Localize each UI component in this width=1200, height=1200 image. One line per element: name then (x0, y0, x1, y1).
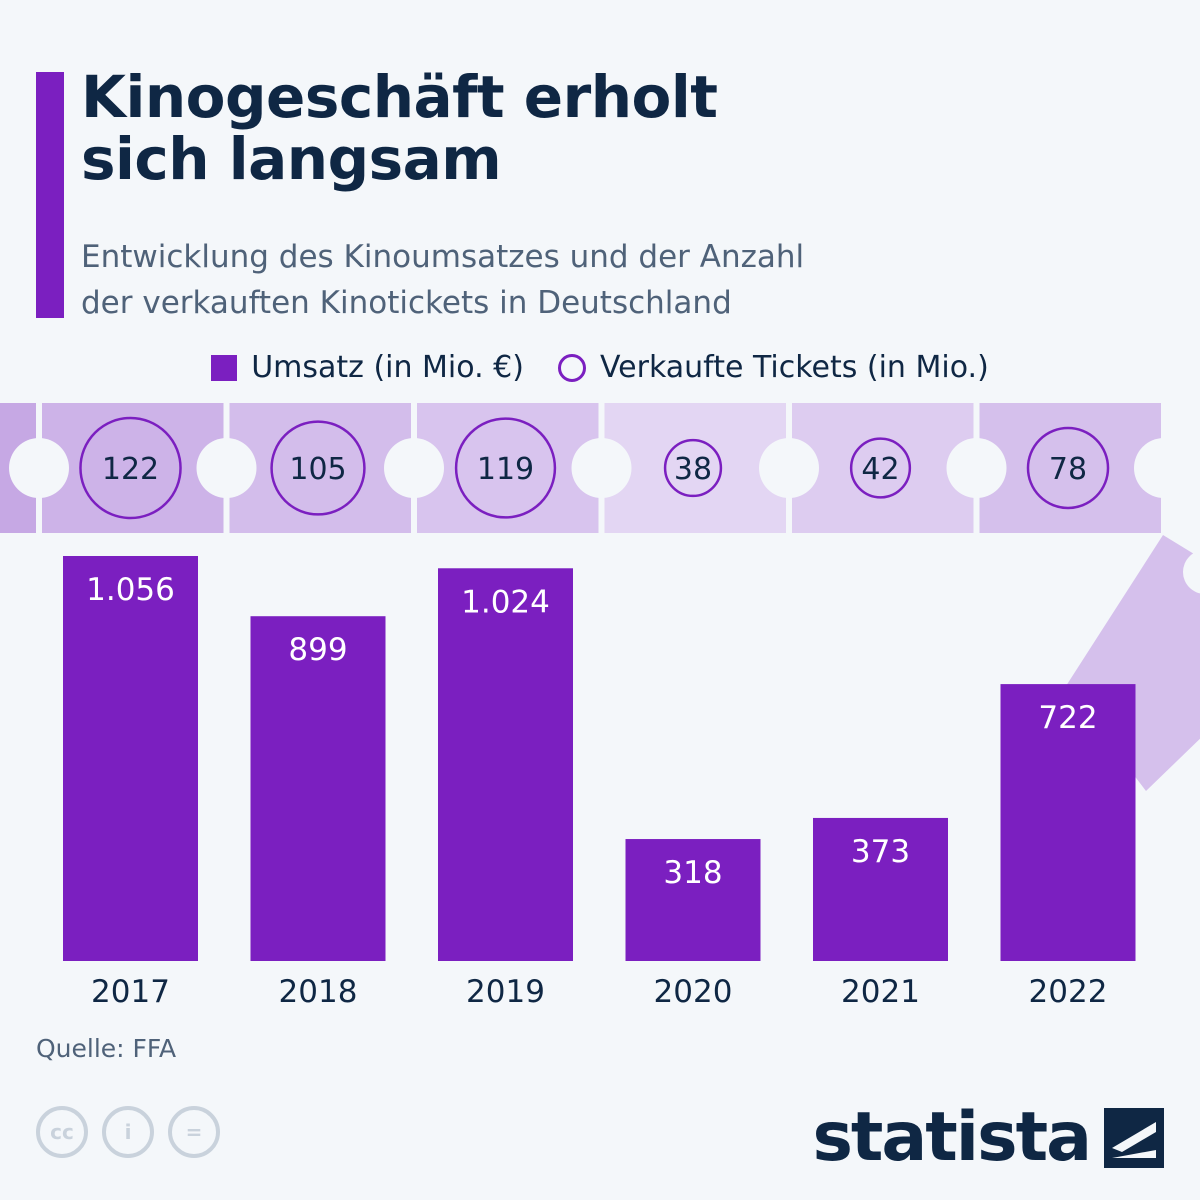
chart-title: Kinogeschäft erholt sich langsam (81, 66, 718, 190)
ticket-value-label: 105 (289, 452, 346, 487)
legend-item-tickets: Verkaufte Tickets (in Mio.) (557, 350, 989, 385)
ticket-hole (9, 438, 69, 498)
revenue-bar (1000, 684, 1136, 961)
x-tick-label: 2019 (466, 974, 545, 1010)
ticket-bubble (849, 437, 912, 499)
revenue-value-label: 899 (288, 632, 347, 668)
ticket-bubble (454, 417, 557, 519)
revenue-bar (63, 556, 198, 961)
ticket-value-label: 38 (674, 452, 712, 487)
statista-logo: statista (812, 1098, 1164, 1177)
revenue-bar (813, 817, 948, 961)
legend-label: Umsatz (in Mio. €) (251, 350, 524, 385)
ticket-hole (196, 438, 257, 498)
ticket-segment (417, 403, 599, 533)
license-icons: cc i = (36, 1106, 220, 1158)
ticket-value-label: 42 (861, 452, 899, 487)
cc-icon: cc (36, 1106, 88, 1158)
ticket-bubble (1026, 426, 1110, 510)
title-line: sich langsam (81, 125, 502, 193)
ticket-hole (946, 438, 1007, 498)
ticket-hole (759, 438, 819, 498)
statista-logo-icon (1104, 1107, 1164, 1168)
nd-icon: = (168, 1106, 220, 1158)
revenue-value-label: 1.024 (461, 584, 550, 620)
title-line: Kinogeschäft erholt (81, 63, 718, 131)
accent-bar (36, 72, 64, 318)
revenue-bar (438, 568, 573, 961)
legend-item-revenue: Umsatz (in Mio. €) (211, 350, 524, 385)
x-tick-label: 2022 (1029, 974, 1108, 1010)
ticket-bubble (79, 416, 182, 520)
ticket-segment (792, 403, 974, 533)
revenue-bar (250, 616, 386, 961)
ticket-hole (384, 438, 444, 498)
brand-name: statista (812, 1098, 1092, 1177)
legend-label: Verkaufte Tickets (in Mio.) (599, 350, 989, 385)
ticket-segment (42, 403, 224, 533)
revenue-bar (625, 839, 761, 961)
ticket-hole (571, 438, 632, 498)
chart-subtitle: Entwicklung des Kinoumsatzes und der Anz… (81, 234, 804, 326)
legend-swatch-circle (557, 353, 586, 382)
ticket-value-label: 78 (1049, 452, 1087, 487)
revenue-value-label: 318 (663, 855, 722, 891)
subtitle-line: der verkauften Kinotickets in Deutschlan… (81, 285, 732, 321)
legend-swatch-square (211, 354, 238, 381)
ticket-hole (1134, 438, 1194, 498)
ticket-value-label: 122 (102, 452, 159, 487)
ticket-segment (979, 403, 1161, 533)
ticket-bubble (270, 420, 366, 516)
x-tick-label: 2017 (91, 974, 170, 1010)
source: Quelle: FFA (36, 1034, 177, 1063)
x-tick-label: 2018 (279, 974, 358, 1010)
revenue-value-label: 1.056 (86, 572, 175, 608)
x-tick-label: 2021 (841, 974, 920, 1010)
revenue-value-label: 722 (1038, 700, 1097, 736)
ticket-segment (604, 403, 786, 533)
subtitle-line: Entwicklung des Kinoumsatzes und der Anz… (81, 239, 805, 275)
x-tick-label: 2020 (654, 974, 733, 1010)
ticket-value-label: 119 (477, 452, 534, 487)
ticket-notch (1183, 550, 1200, 594)
by-icon: i (102, 1106, 154, 1158)
legend: Umsatz (in Mio. €) Verkaufte Tickets (in… (0, 350, 1200, 385)
ticket-segment (229, 403, 411, 533)
revenue-value-label: 373 (851, 834, 910, 870)
ticket-bubble (663, 438, 723, 498)
chart: 122 1.056 2017 105 899 2018 119 1.024 2019 38 318 2… (0, 403, 1200, 1010)
